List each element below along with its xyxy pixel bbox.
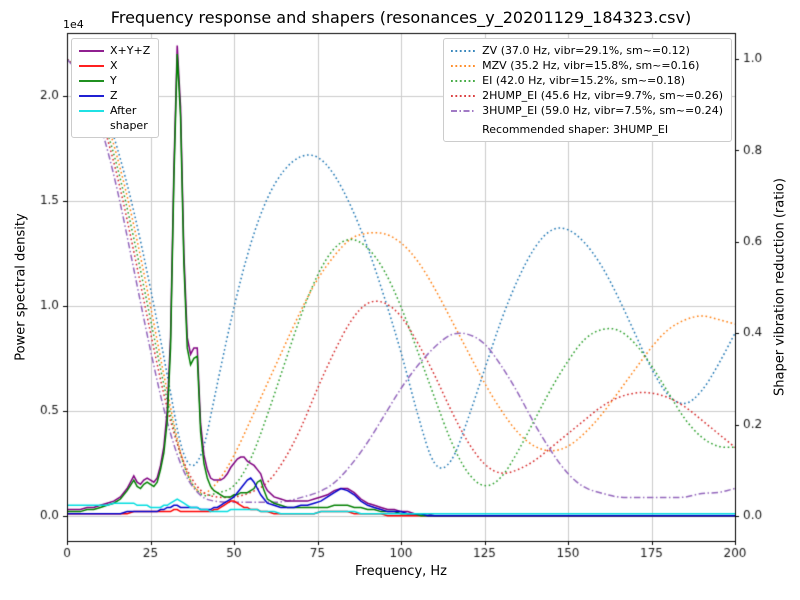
legend-line-swatch bbox=[451, 50, 477, 52]
legend-label: After shaper bbox=[110, 104, 148, 132]
legend-line-swatch bbox=[79, 110, 104, 112]
legend-label: 2HUMP_EI (45.6 Hz, vibr=9.7%, sm~=0.26) bbox=[482, 89, 723, 102]
legend-item: Z bbox=[78, 88, 150, 103]
legend-line-swatch bbox=[451, 95, 477, 97]
legend-label: ZV (37.0 Hz, vibr=29.1%, sm~=0.12) bbox=[482, 44, 690, 57]
legend-line-swatch bbox=[451, 110, 477, 112]
legend-line-swatch bbox=[79, 50, 104, 52]
legend-item: Y bbox=[78, 73, 150, 88]
legend-item: 3HUMP_EI (59.0 Hz, vibr=7.5%, sm~=0.24) bbox=[450, 103, 723, 118]
legend-label: 3HUMP_EI (59.0 Hz, vibr=7.5%, sm~=0.24) bbox=[482, 104, 723, 117]
legend-shapers: ZV (37.0 Hz, vibr=29.1%, sm~=0.12) MZV (3… bbox=[443, 38, 732, 142]
legend-psd: X+Y+Z X Y Z After shaper bbox=[71, 38, 160, 138]
recommended-shaper-note: Recommended shaper: 3HUMP_EI bbox=[482, 123, 669, 136]
chart-title: Frequency response and shapers (resonanc… bbox=[110, 8, 692, 27]
legend-item: ZV (37.0 Hz, vibr=29.1%, sm~=0.12) bbox=[450, 43, 723, 58]
y-axis-offset-label: 1e4 bbox=[63, 18, 84, 31]
legend-item: X+Y+Z bbox=[78, 43, 150, 58]
legend-item: EI (42.0 Hz, vibr=15.2%, sm~=0.18) bbox=[450, 73, 723, 88]
y-axis-label-left: Power spectral density bbox=[13, 213, 29, 361]
legend-line-swatch bbox=[451, 65, 477, 67]
legend-item: X bbox=[78, 58, 150, 73]
legend-line-swatch bbox=[79, 95, 104, 97]
legend-line-swatch bbox=[79, 80, 104, 82]
y-axis-label-right: Shaper vibration reduction (ratio) bbox=[772, 178, 788, 396]
legend-item: 2HUMP_EI (45.6 Hz, vibr=9.7%, sm~=0.26) bbox=[450, 88, 723, 103]
legend-label: X+Y+Z bbox=[110, 44, 151, 57]
legend-line-swatch bbox=[79, 65, 104, 67]
legend-label: Z bbox=[110, 89, 118, 102]
legend-label: MZV (35.2 Hz, vibr=15.8%, sm~=0.16) bbox=[482, 59, 700, 72]
legend-item: MZV (35.2 Hz, vibr=15.8%, sm~=0.16) bbox=[450, 58, 723, 73]
legend-item: After shaper bbox=[78, 103, 150, 133]
x-axis-label: Frequency, Hz bbox=[354, 564, 448, 579]
legend-label: X bbox=[110, 59, 118, 72]
legend-shaper-items: ZV (37.0 Hz, vibr=29.1%, sm~=0.12) MZV (3… bbox=[450, 43, 723, 118]
legend-label: EI (42.0 Hz, vibr=15.2%, sm~=0.18) bbox=[482, 74, 686, 87]
legend-line-swatch bbox=[451, 80, 477, 82]
legend-label: Y bbox=[110, 74, 117, 87]
legend-psd-items: X+Y+Z X Y Z After shaper bbox=[78, 43, 150, 133]
